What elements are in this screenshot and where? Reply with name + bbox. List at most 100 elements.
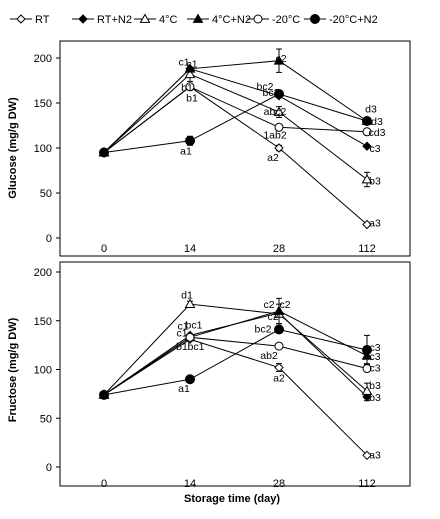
significance-label: abc2 [264, 106, 287, 118]
significance-label: bc1 [186, 320, 203, 332]
series-line [103, 312, 368, 398]
significance-label: bc2 [255, 324, 272, 336]
y-axis-title: Fructose (mg/g DW) [7, 317, 19, 422]
significance-label: b3 [369, 175, 381, 187]
significance-label: c2 [267, 311, 278, 323]
data-point [274, 324, 284, 335]
x-tick-label: 14 [184, 243, 196, 255]
series [99, 332, 372, 400]
series [98, 298, 373, 400]
legend-marker [253, 14, 263, 24]
y-tick-label: 0 [46, 233, 52, 245]
significance-label: bc1 [188, 341, 205, 353]
significance-label: a1 [180, 146, 192, 158]
series-line [103, 336, 368, 396]
series-line [103, 73, 368, 180]
significance-label: c1 [186, 58, 197, 70]
series-line [103, 86, 368, 153]
significance-label: d3 [365, 103, 377, 115]
legend-marker [78, 14, 88, 24]
legend-label: RT+N2 [97, 14, 132, 26]
significance-label: a2 [267, 152, 279, 164]
data-point [185, 135, 195, 146]
legend-label: 4°C+N2 [212, 14, 251, 26]
x-tick-label: 112 [358, 243, 376, 255]
significance-label: cd3 [369, 127, 386, 139]
data-point [184, 63, 196, 73]
legend-label: RT [35, 14, 50, 26]
series [99, 324, 372, 400]
significance-label: c1 [176, 327, 187, 339]
significance-label: ab2 [260, 350, 278, 362]
data-point [273, 106, 285, 116]
x-tick-label: 112 [358, 478, 376, 490]
data-point [361, 385, 373, 395]
data-point [185, 82, 195, 92]
y-tick-label: 100 [34, 365, 52, 377]
legend-label: 4°C [159, 14, 178, 26]
series-line [103, 93, 368, 153]
data-point [99, 389, 109, 400]
data-point [273, 55, 285, 65]
fructose-panel: 0 50 100 150 200 0 14 28 112 Fructose (mg/g DW) d1… [7, 261, 411, 490]
series [98, 297, 373, 399]
data-point [273, 305, 285, 315]
x-tick-label: 28 [273, 243, 285, 255]
significance-label: b3 [369, 392, 381, 404]
significance-label: c2 [275, 53, 286, 65]
series [99, 308, 372, 402]
x-axis-title: Storage time (day) [184, 493, 280, 505]
significance-label: b1 [186, 93, 198, 105]
y-tick-label: 50 [40, 188, 52, 200]
series-line [103, 68, 368, 153]
series [99, 89, 372, 158]
data-point [274, 89, 284, 99]
data-point [99, 147, 109, 158]
y-tick-label: 150 [34, 98, 52, 110]
significance-label: b1 [181, 82, 193, 94]
significance-label: b1 [176, 341, 188, 353]
legend-marker [310, 14, 320, 24]
data-point [362, 141, 372, 151]
significance-label: c2 [279, 299, 290, 311]
legend-marker [139, 13, 151, 23]
significance-label: 1ab2 [263, 130, 287, 142]
data-point [362, 219, 372, 230]
plot-frame [59, 261, 411, 487]
significance-label: c2 [263, 299, 274, 311]
legend: RT RT+N2 4°C 4°C+N2 -20°C -20°C+N2 [10, 13, 378, 26]
y-tick-label: 100 [34, 143, 52, 155]
plot-frame [59, 40, 411, 257]
x-tick-label: 0 [101, 243, 107, 255]
data-point [362, 116, 372, 126]
data-point [274, 362, 284, 373]
x-tick-label: 28 [273, 478, 285, 490]
y-tick-label: 200 [34, 53, 52, 65]
data-point [274, 122, 284, 132]
data-point [362, 450, 372, 461]
legend-marker [192, 13, 204, 23]
legend-label: -20°C [272, 14, 300, 26]
series-line [103, 303, 368, 396]
data-point [185, 374, 195, 385]
legend-label: -20°C+N2 [329, 14, 378, 26]
data-point [185, 332, 195, 342]
series [99, 64, 372, 158]
data-point [184, 68, 196, 79]
series-line [103, 60, 368, 153]
data-point [274, 341, 284, 351]
series-line [103, 328, 368, 396]
significance-label: a3 [369, 218, 381, 230]
significance-label: b3 [369, 380, 381, 392]
legend-marker [16, 14, 26, 24]
y-tick-label: 200 [34, 267, 52, 279]
x-tick-label: 14 [184, 478, 196, 490]
series-line [103, 338, 368, 456]
y-tick-label: 150 [34, 316, 52, 328]
significance-label: c1 [178, 57, 189, 69]
data-point [361, 173, 373, 184]
data-point [362, 127, 372, 137]
